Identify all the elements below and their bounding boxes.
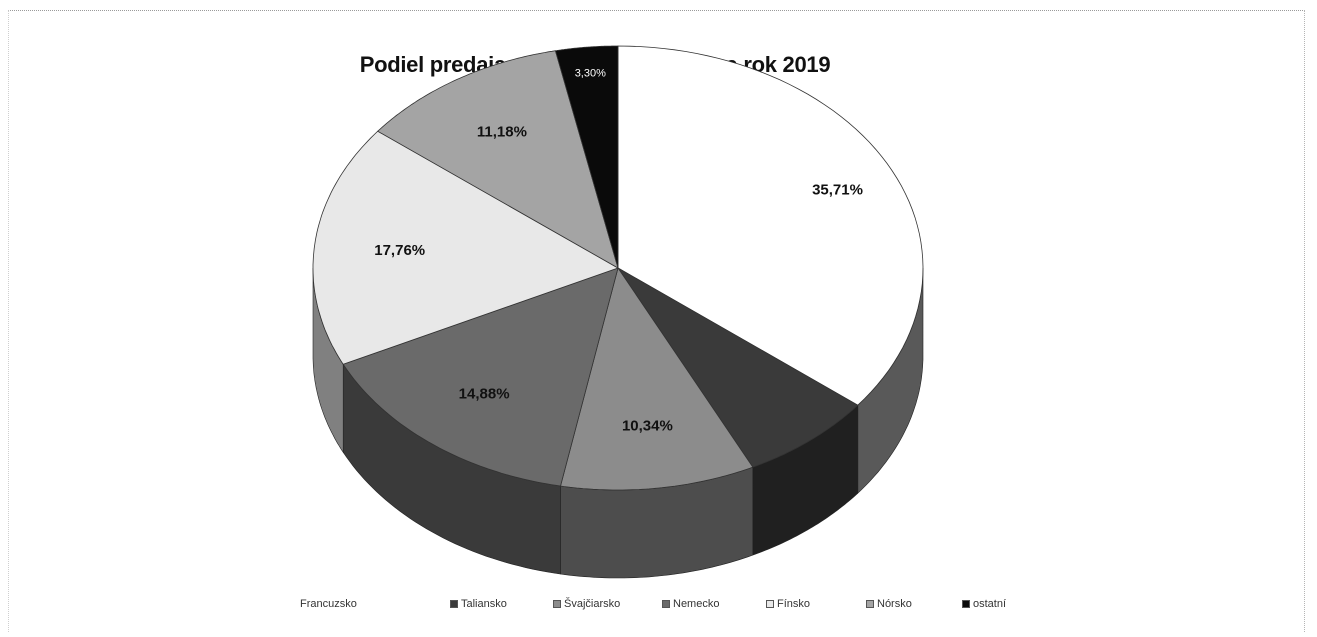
legend-label-0: Francuzsko bbox=[300, 598, 357, 610]
legend-label-6: ostatní bbox=[973, 598, 1007, 610]
data-label-0: 35,71% bbox=[812, 181, 863, 198]
data-label-2: 10,34% bbox=[622, 417, 673, 434]
pie-slice-n-rsko bbox=[377, 50, 619, 269]
pie-slice-ostatn- bbox=[554, 45, 619, 269]
data-label-5: 11,18% bbox=[477, 123, 527, 140]
legend-swatch-1 bbox=[450, 600, 458, 609]
pie-slices bbox=[312, 45, 924, 491]
legend-item-2: Švajčiarsko bbox=[553, 598, 620, 610]
pie-slice-taliansko bbox=[617, 267, 859, 468]
pie-slice-francuzsko bbox=[617, 45, 924, 406]
legend-label-5: Nórsko bbox=[877, 598, 912, 610]
legend-item-1: Taliansko bbox=[450, 598, 507, 610]
legend-label-2: Švajčiarsko bbox=[564, 598, 621, 610]
legend-label-3: Nemecko bbox=[673, 598, 720, 610]
legend-swatch-5 bbox=[866, 600, 874, 609]
data-label-3: 14,88% bbox=[459, 386, 510, 403]
legend-item-6: ostatní bbox=[962, 598, 1006, 610]
pie-slice-f-nsko bbox=[312, 130, 619, 365]
data-label-4: 17,76% bbox=[374, 242, 425, 259]
data-label-6: 3,30% bbox=[575, 68, 606, 80]
legend-item-5: Nórsko bbox=[866, 598, 912, 610]
legend-swatch-2 bbox=[553, 600, 561, 609]
legend-swatch-3 bbox=[662, 600, 670, 609]
pie-slice--vaj-iarsko bbox=[560, 267, 754, 491]
chart-legend: Francuzsko Taliansko Švajčiarsko Nemecko Fín… bbox=[300, 598, 1060, 616]
legend-label-1: Taliansko bbox=[461, 598, 507, 610]
legend-swatch-4 bbox=[766, 600, 774, 609]
legend-item-4: Fínsko bbox=[766, 598, 810, 610]
legend-item-0: Francuzsko bbox=[300, 598, 357, 610]
pie-slice-nemecko bbox=[342, 267, 619, 487]
legend-label-4: Fínsko bbox=[777, 598, 811, 610]
chart-frame bbox=[8, 10, 1305, 632]
legend-swatch-6 bbox=[962, 600, 970, 609]
legend-item-3: Nemecko bbox=[662, 598, 719, 610]
pie-data-labels: 35,71% 10,34% 14,88% 17,76% 11,18% 3,30% bbox=[374, 68, 863, 435]
